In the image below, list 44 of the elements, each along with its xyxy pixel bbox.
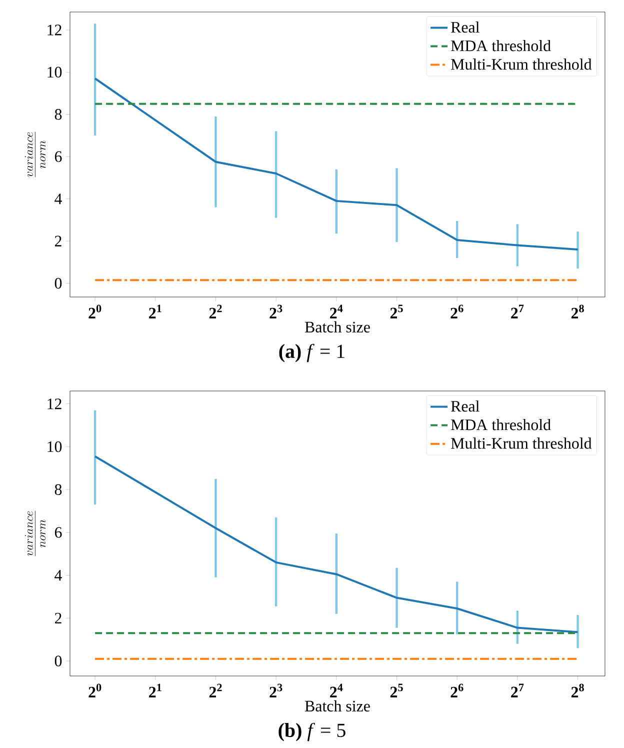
y-tick-label: 0 [54,656,62,666]
y-tick-label: 12 [48,24,62,36]
x-tick-label: 2$^{1}$ [149,684,162,698]
legend-label: MDA threshold [451,40,551,52]
y-tick-label: 6 [54,151,62,162]
x-tick-label: 2$^{4}$ [330,684,343,698]
text: (b) f = 5 [278,722,346,742]
x-tick-label: 2$^{3}$ [270,304,282,318]
x-tick-label: 2$^{2}$ [209,684,222,698]
text: (a) f = 1 [279,344,344,362]
y-tick-label: 10 [48,66,62,78]
x-tick-label: 2$^{7}$ [511,304,524,318]
legend-label: Real [451,400,480,412]
x-tick-label: 2$^{5}$ [390,304,403,318]
y-tick-label: 12 [48,398,62,410]
x-tick-label: 2$^{0}$ [88,304,102,318]
x-tick-label: 2$^{1}$ [149,304,162,318]
y-tick-label: 8 [54,109,62,120]
x-tick-label: 2$^{3}$ [270,684,282,698]
y-axis-title: $\frac{variance}{norm}$ [24,132,46,178]
legend-label: Real [451,21,480,33]
x-axis-title: Batch size [304,321,370,332]
legend-label: MDA threshold [451,418,551,430]
x-axis-title: Batch size [304,700,370,712]
x-tick-label: 2$^{7}$ [511,684,524,698]
x-tick-label: 2$^{2}$ [209,304,222,318]
y-tick-label: 4 [54,570,62,581]
y-tick-label: 10 [48,441,62,452]
x-tick-label: 2$^{8}$ [571,304,584,318]
y-tick-label: 8 [54,484,62,495]
y-tick-label: 2 [54,236,62,246]
legend-label: Multi-Krum threshold [451,438,592,449]
x-tick-label: 2$^{4}$ [330,304,343,318]
x-tick-label: 2$^{0}$ [88,684,102,698]
y-axis-title: $\frac{variance}{norm}$ [24,510,46,556]
y-tick-label: 6 [54,527,62,538]
y-tick-label: 0 [54,278,62,289]
y-tick-label: 2 [54,612,62,624]
x-tick-label: 2$^{5}$ [390,684,403,698]
x-tick-label: 2$^{6}$ [450,684,464,698]
x-tick-label: 2$^{8}$ [571,684,584,698]
legend-label: Multi-Krum threshold [451,58,592,70]
x-tick-label: 2$^{6}$ [450,304,464,318]
y-tick-label: 4 [54,194,62,204]
